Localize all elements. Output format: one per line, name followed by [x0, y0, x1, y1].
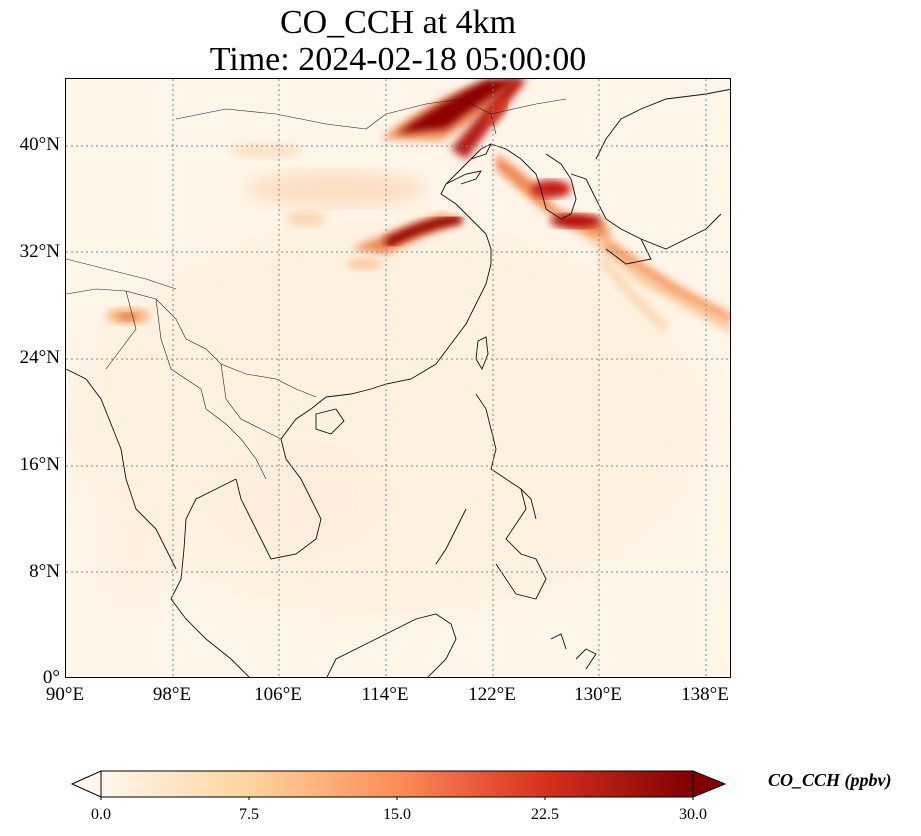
lon-tick-130E: 130°E [574, 684, 622, 705]
colorbar-tick-22-5: 22.5 [531, 806, 559, 823]
colorbar-title: CO_CCH (ppbv) [768, 770, 892, 790]
lat-tick-32N: 32°N [19, 241, 60, 262]
lat-tick-8N: 8°N [29, 561, 60, 582]
colorbar-gradient [100, 770, 694, 798]
map-title-line2: Time: 2024-02-18 05:00:00 [209, 41, 587, 78]
colorbar [70, 770, 727, 800]
lat-tick-16N: 16°N [19, 454, 60, 475]
map-plot-area [65, 78, 731, 678]
colorbar-extend-min [70, 770, 102, 798]
lon-tick-138E: 138°E [681, 684, 729, 705]
map-title-line1: CO_CCH at 4km [279, 4, 517, 41]
colorbar-tick-30: 30.0 [679, 806, 707, 823]
lat-tick-0: 0° [42, 667, 60, 688]
colorbar-tick-0: 0.0 [91, 806, 111, 823]
lon-tick-90E: 90°E [45, 684, 85, 705]
colorbar-extend-max [692, 770, 727, 798]
lon-tick-106E: 106°E [254, 684, 302, 705]
lon-tick-122E: 122°E [468, 684, 516, 705]
country-borders [66, 98, 567, 480]
colorbar-tick-7-5: 7.5 [239, 806, 259, 823]
lon-tick-98E: 98°E [152, 684, 192, 705]
lat-tick-40N: 40°N [19, 134, 60, 155]
lat-tick-24N: 24°N [19, 347, 60, 368]
map-canvas [66, 79, 730, 677]
map-gridlines [66, 79, 730, 677]
lon-tick-114E: 114°E [361, 684, 409, 705]
colorbar-tick-15: 15.0 [383, 806, 411, 823]
